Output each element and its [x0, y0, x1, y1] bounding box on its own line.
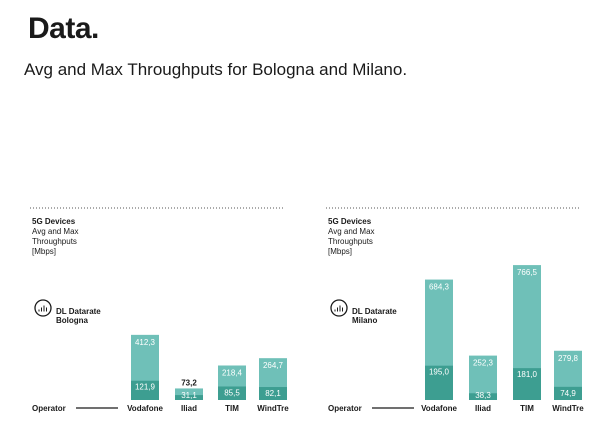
x-tick-label: WindTre [257, 404, 289, 413]
legend-label: Milano [352, 316, 377, 325]
data-label-avg: 31,1 [181, 391, 197, 400]
bar-avg [131, 380, 159, 400]
panel-subtitle-line: [Mbps] [328, 247, 352, 256]
bar-max [175, 388, 203, 400]
data-label-avg: 74,9 [560, 389, 576, 398]
x-axis-label: Operator [32, 404, 66, 413]
bar-max [469, 355, 497, 400]
data-label-avg: 195,0 [429, 368, 450, 377]
panel-subtitle-line: Throughputs [328, 237, 373, 246]
brand-text: Data [28, 12, 92, 45]
x-tick-label: TIM [225, 404, 239, 413]
data-label-avg: 181,0 [517, 370, 538, 379]
data-label-avg: 38,3 [475, 391, 491, 400]
x-tick-label: WindTre [552, 404, 584, 413]
x-tick-label: Vodafone [127, 404, 163, 413]
panel-subtitle-line: Avg and Max [32, 227, 79, 236]
data-label-max: 279,8 [558, 354, 579, 363]
data-label-max: 412,3 [135, 338, 156, 347]
signal-tower-icon [34, 299, 52, 317]
legend-label: DL Datarate [352, 307, 397, 316]
data-label-max: 73,2 [181, 378, 197, 387]
panel-title: 5G Devices [328, 217, 372, 226]
x-tick-label: TIM [520, 404, 534, 413]
data-label-max: 218,4 [222, 368, 243, 377]
panel-title: 5G Devices [32, 217, 76, 226]
bar-avg [175, 395, 203, 400]
x-axis-label: Operator [328, 404, 362, 413]
panel-subtitle-line: [Mbps] [32, 247, 56, 256]
bar-avg [425, 365, 453, 400]
panel-subtitle-line: Throughputs [32, 237, 77, 246]
bar-avg [513, 368, 541, 400]
page-subtitle: Avg and Max Throughputs for Bologna and … [24, 60, 408, 79]
signal-tower-icon [330, 299, 348, 317]
data-label-max: 684,3 [429, 283, 450, 292]
x-tick-label: Vodafone [421, 404, 457, 413]
panel-subtitle-line: Avg and Max [328, 227, 375, 236]
bar-avg [469, 393, 497, 400]
bar-avg [259, 387, 287, 400]
x-tick-label: Iliad [181, 404, 197, 413]
x-tick-label: Iliad [475, 404, 491, 413]
legend-label: DL Datarate [56, 307, 101, 316]
data-label-max: 252,3 [473, 359, 494, 368]
bar-avg [554, 386, 582, 400]
brand-logo: Data. [28, 12, 99, 46]
data-label-avg: 82,1 [265, 389, 281, 398]
brand-dot: . [91, 12, 99, 45]
data-label-max: 766,5 [517, 268, 538, 277]
data-label-max: 264,7 [263, 361, 284, 370]
bar-avg [218, 386, 246, 400]
legend-label: Bologna [56, 316, 89, 325]
data-label-avg: 121,9 [135, 383, 156, 392]
data-label-avg: 85,5 [224, 388, 240, 397]
